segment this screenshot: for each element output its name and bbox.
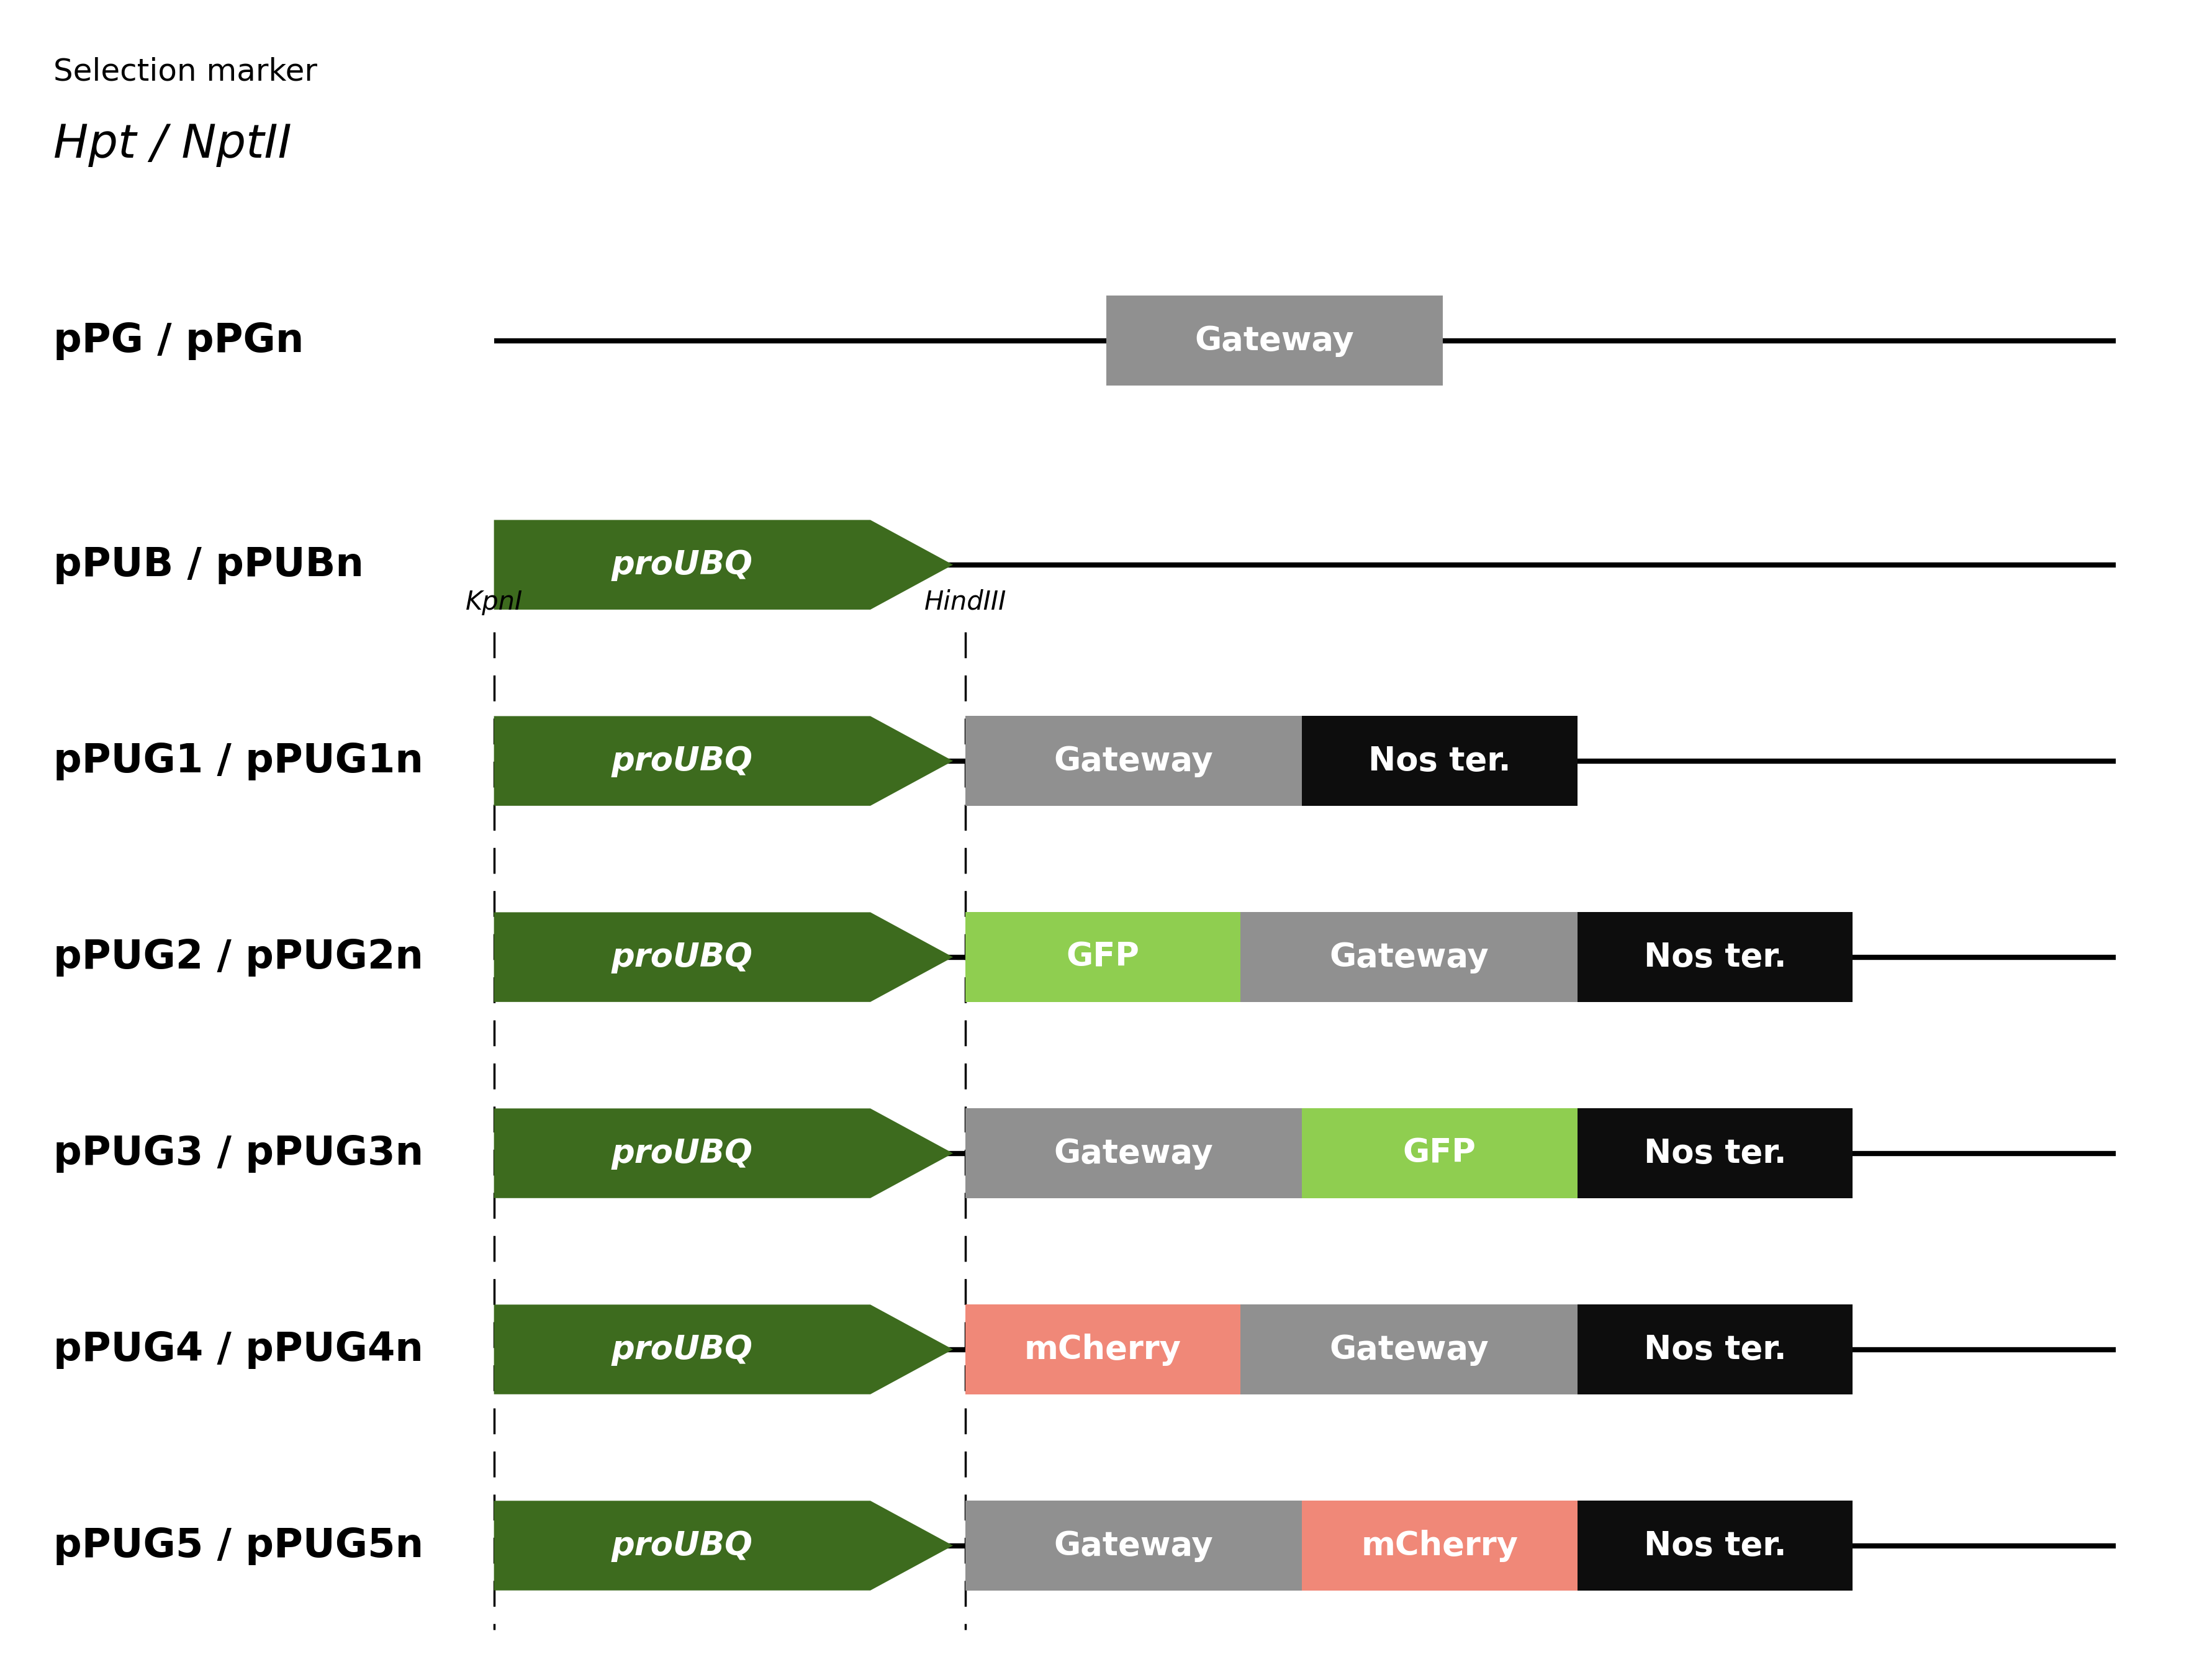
Text: Nos ter.: Nos ter. xyxy=(1369,745,1511,778)
Polygon shape xyxy=(493,716,953,806)
Bar xyxy=(1577,1501,1854,1591)
Text: mCherry: mCherry xyxy=(1360,1529,1517,1562)
Bar xyxy=(1303,716,1577,806)
Text: Nos ter.: Nos ter. xyxy=(1644,941,1787,974)
Text: GFP: GFP xyxy=(1066,941,1139,974)
Text: Gateway: Gateway xyxy=(1329,1333,1489,1366)
Polygon shape xyxy=(493,1305,953,1394)
Bar xyxy=(1577,1305,1854,1394)
Bar xyxy=(1106,296,1442,386)
Text: Nos ter.: Nos ter. xyxy=(1644,1529,1787,1562)
Text: Hpt / NptII: Hpt / NptII xyxy=(53,121,292,166)
Bar xyxy=(964,1305,1241,1394)
Bar xyxy=(1577,912,1854,1002)
Polygon shape xyxy=(493,520,953,610)
Bar xyxy=(964,1109,1303,1198)
Text: pPUB / pPUBn: pPUB / pPUBn xyxy=(53,545,363,583)
Polygon shape xyxy=(493,1109,953,1198)
Bar xyxy=(1303,1501,1577,1591)
Polygon shape xyxy=(493,912,953,1002)
Text: proUBQ: proUBQ xyxy=(611,1137,752,1170)
Text: pPUG2 / pPUG2n: pPUG2 / pPUG2n xyxy=(53,937,422,976)
Text: proUBQ: proUBQ xyxy=(611,1529,752,1562)
Bar xyxy=(964,1501,1303,1591)
Text: HindIII: HindIII xyxy=(925,588,1006,615)
Text: Gateway: Gateway xyxy=(1053,745,1212,778)
Text: proUBQ: proUBQ xyxy=(611,745,752,778)
Text: Gateway: Gateway xyxy=(1053,1137,1212,1170)
Text: Nos ter.: Nos ter. xyxy=(1644,1137,1787,1170)
Bar xyxy=(1241,1305,1577,1394)
Text: proUBQ: proUBQ xyxy=(611,548,752,582)
Polygon shape xyxy=(493,1501,953,1591)
Text: Gateway: Gateway xyxy=(1329,941,1489,974)
Text: mCherry: mCherry xyxy=(1024,1333,1181,1366)
Text: Selection marker: Selection marker xyxy=(53,57,316,86)
Text: proUBQ: proUBQ xyxy=(611,1333,752,1366)
Bar xyxy=(964,716,1303,806)
Text: Nos ter.: Nos ter. xyxy=(1644,1333,1787,1366)
Text: pPUG3 / pPUG3n: pPUG3 / pPUG3n xyxy=(53,1133,422,1172)
Text: pPUG1 / pPUG1n: pPUG1 / pPUG1n xyxy=(53,741,422,779)
Text: Gateway: Gateway xyxy=(1194,324,1354,357)
Text: pPUG5 / pPUG5n: pPUG5 / pPUG5n xyxy=(53,1526,422,1566)
Text: Gateway: Gateway xyxy=(1053,1529,1212,1562)
Text: pPG / pPGn: pPG / pPGn xyxy=(53,321,303,361)
Text: proUBQ: proUBQ xyxy=(611,941,752,974)
Bar xyxy=(1241,912,1577,1002)
Bar xyxy=(1303,1109,1577,1198)
Text: GFP: GFP xyxy=(1402,1137,1475,1170)
Text: KpnI: KpnI xyxy=(465,588,522,615)
Text: pPUG4 / pPUG4n: pPUG4 / pPUG4n xyxy=(53,1330,422,1369)
Bar xyxy=(964,912,1241,1002)
Bar xyxy=(1577,1109,1854,1198)
